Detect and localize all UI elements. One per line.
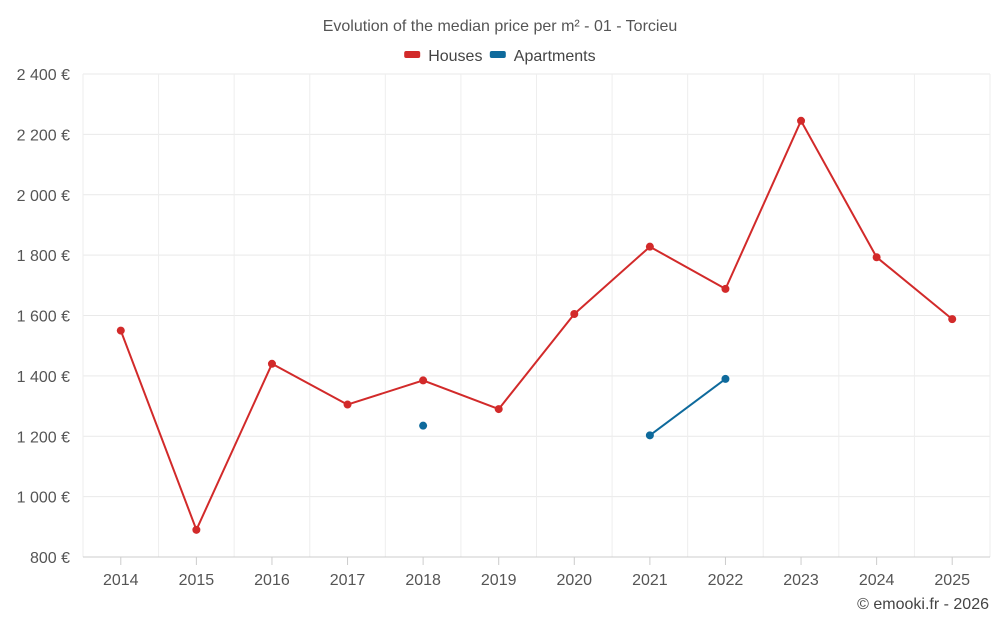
- x-tick-label: 2020: [556, 572, 592, 589]
- legend-label-houses: Houses: [428, 48, 482, 65]
- x-tick-label: 2019: [481, 572, 517, 589]
- legend-item-apartments[interactable]: Apartments: [489, 48, 596, 65]
- x-tick-label: 2016: [254, 572, 290, 589]
- point-apartments-2021[interactable]: [645, 431, 654, 440]
- x-tick-label: 2021: [632, 572, 668, 589]
- y-axis: 800 € 1 000 € 1 200 € 1 400 € 1 600 € 1 800 €…: [17, 67, 70, 567]
- credit-text: © emooki.fr - 2026: [857, 596, 989, 613]
- point-houses-2020[interactable]: [570, 309, 579, 318]
- x-tick-label: 2022: [708, 572, 744, 589]
- x-tick-label: 2025: [934, 572, 970, 589]
- point-houses-2018[interactable]: [419, 376, 428, 385]
- y-tick-label: 1 800 €: [17, 248, 70, 265]
- x-tick-label: 2017: [330, 572, 366, 589]
- legend-item-houses[interactable]: Houses: [404, 48, 482, 65]
- y-tick-label: 2 400 €: [17, 67, 70, 84]
- legend-swatch-apartments: [489, 51, 506, 58]
- y-tick-label: 1 000 €: [17, 490, 70, 507]
- x-tick-label: 2023: [783, 572, 819, 589]
- series-houses: [116, 116, 957, 534]
- y-tick-label: 2 000 €: [17, 188, 70, 205]
- x-tick-label: 2014: [103, 572, 139, 589]
- y-tick-label: 1 600 €: [17, 309, 70, 326]
- series-line-houses: [119, 119, 953, 531]
- x-tick-label: 2018: [405, 572, 441, 589]
- x-tick-label: 2024: [859, 572, 895, 589]
- grid: [82, 73, 991, 558]
- series-apartments: [419, 374, 730, 440]
- point-houses-2014[interactable]: [116, 326, 125, 335]
- chart-title: Evolution of the median price per m² - 0…: [323, 18, 678, 35]
- point-apartments-2022[interactable]: [721, 374, 730, 383]
- legend[interactable]: Houses Apartments: [404, 48, 596, 65]
- y-tick-label: 2 200 €: [17, 127, 70, 144]
- legend-swatch-houses: [404, 51, 421, 58]
- point-houses-2021[interactable]: [645, 242, 654, 251]
- legend-label-apartments: Apartments: [514, 48, 596, 65]
- point-houses-2025[interactable]: [948, 315, 957, 324]
- series-group: [116, 116, 957, 534]
- point-houses-2019[interactable]: [494, 405, 503, 414]
- point-houses-2016[interactable]: [267, 359, 276, 368]
- y-tick-label: 1 400 €: [17, 369, 70, 386]
- y-tick-label: 800 €: [30, 550, 70, 567]
- x-axis: 2014 2015 2016 2017 2018 2019 2020 2021 2022 2023…: [83, 556, 990, 589]
- y-tick-label: 1 200 €: [17, 429, 70, 446]
- point-houses-2023[interactable]: [797, 116, 806, 125]
- point-houses-2024[interactable]: [872, 253, 881, 262]
- point-houses-2017[interactable]: [343, 400, 352, 409]
- point-houses-2022[interactable]: [721, 284, 730, 293]
- point-apartments-2018[interactable]: [419, 421, 428, 430]
- x-tick-label: 2015: [179, 572, 215, 589]
- series-line-apartments: [649, 378, 727, 437]
- point-houses-2015[interactable]: [192, 525, 201, 534]
